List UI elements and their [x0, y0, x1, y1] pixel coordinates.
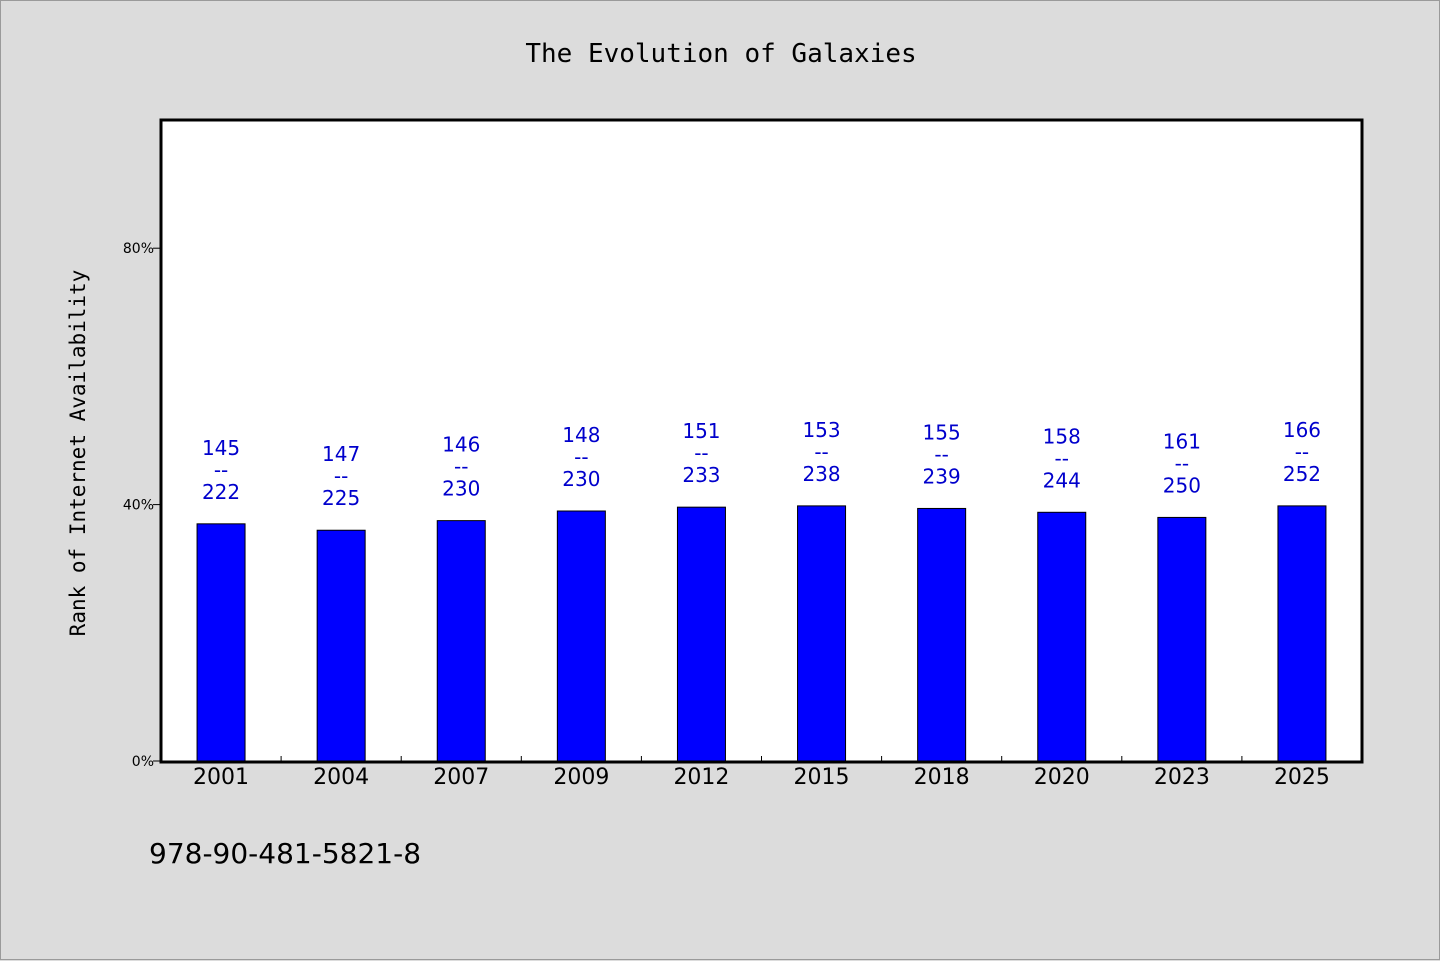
chart-title: The Evolution of Galaxies	[525, 39, 916, 69]
x-tick-label: 2018	[914, 765, 970, 790]
x-tick-label: 2009	[553, 765, 609, 790]
data-label-separator: --	[1175, 451, 1189, 475]
data-label-top: 148	[562, 423, 600, 447]
y-tick-label: 40%	[123, 498, 154, 514]
data-label-separator: --	[214, 458, 228, 482]
isbn-footer: 978-90-481-5821-8	[149, 837, 421, 870]
data-label-separator: --	[1055, 446, 1069, 470]
y-axis-label: Rank of Internet Availability	[66, 270, 90, 637]
x-tick-label: 2025	[1274, 765, 1330, 790]
bar-2023	[1157, 516, 1207, 762]
data-label-top: 158	[1043, 424, 1081, 448]
data-label-top: 147	[322, 442, 360, 466]
bars-layer	[196, 505, 1327, 762]
x-tick-label: 2007	[433, 765, 489, 790]
bar-2025	[1277, 505, 1327, 762]
x-tick-label: 2015	[794, 765, 850, 790]
data-label-top: 155	[923, 420, 961, 444]
data-label-top: 166	[1283, 418, 1321, 442]
data-label-separator: --	[334, 464, 348, 488]
data-label-separator: --	[934, 442, 948, 466]
y-tick-label: 0%	[132, 754, 154, 770]
data-label-separator: --	[694, 441, 708, 465]
data-label-bottom: 225	[322, 486, 360, 510]
x-tick-label: 2001	[193, 765, 249, 790]
bar-2001	[196, 523, 246, 762]
data-label-top: 161	[1163, 429, 1201, 453]
data-label-bottom: 239	[923, 464, 961, 488]
data-label-bottom: 230	[562, 467, 600, 491]
bar-2015	[797, 505, 847, 762]
bar-2012	[676, 506, 726, 762]
data-label-bottom: 252	[1283, 462, 1321, 486]
ticks-layer: 2001 2004 2007 2009 2012 2015 2018 2020 2023 2025…	[123, 241, 1330, 790]
x-tick-label: 2012	[673, 765, 729, 790]
data-label-top: 146	[442, 433, 480, 457]
y-tick-label: 80%	[123, 241, 154, 257]
bar-2020	[1037, 511, 1087, 762]
data-labels-layer: 145--222147--225146--230148--230151--233…	[202, 418, 1321, 510]
data-label-bottom: 222	[202, 480, 240, 504]
data-label-separator: --	[814, 440, 828, 464]
bar-2007	[436, 520, 486, 762]
data-label-bottom: 244	[1043, 468, 1081, 492]
data-label-separator: --	[1295, 440, 1309, 464]
data-label-top: 153	[802, 418, 840, 442]
data-label-bottom: 233	[682, 463, 720, 487]
bar-2018	[917, 507, 967, 762]
x-tick-label: 2004	[313, 765, 369, 790]
x-tick-label: 2023	[1154, 765, 1210, 790]
data-label-top: 145	[202, 436, 240, 460]
data-label-separator: --	[574, 445, 588, 469]
bar-2004	[316, 529, 366, 762]
bar-2009	[556, 510, 606, 762]
data-label-bottom: 230	[442, 477, 480, 501]
data-label-separator: --	[454, 455, 468, 479]
data-label-bottom: 238	[802, 462, 840, 486]
x-tick-label: 2020	[1034, 765, 1090, 790]
data-label-bottom: 250	[1163, 473, 1201, 497]
data-label-top: 151	[682, 419, 720, 443]
